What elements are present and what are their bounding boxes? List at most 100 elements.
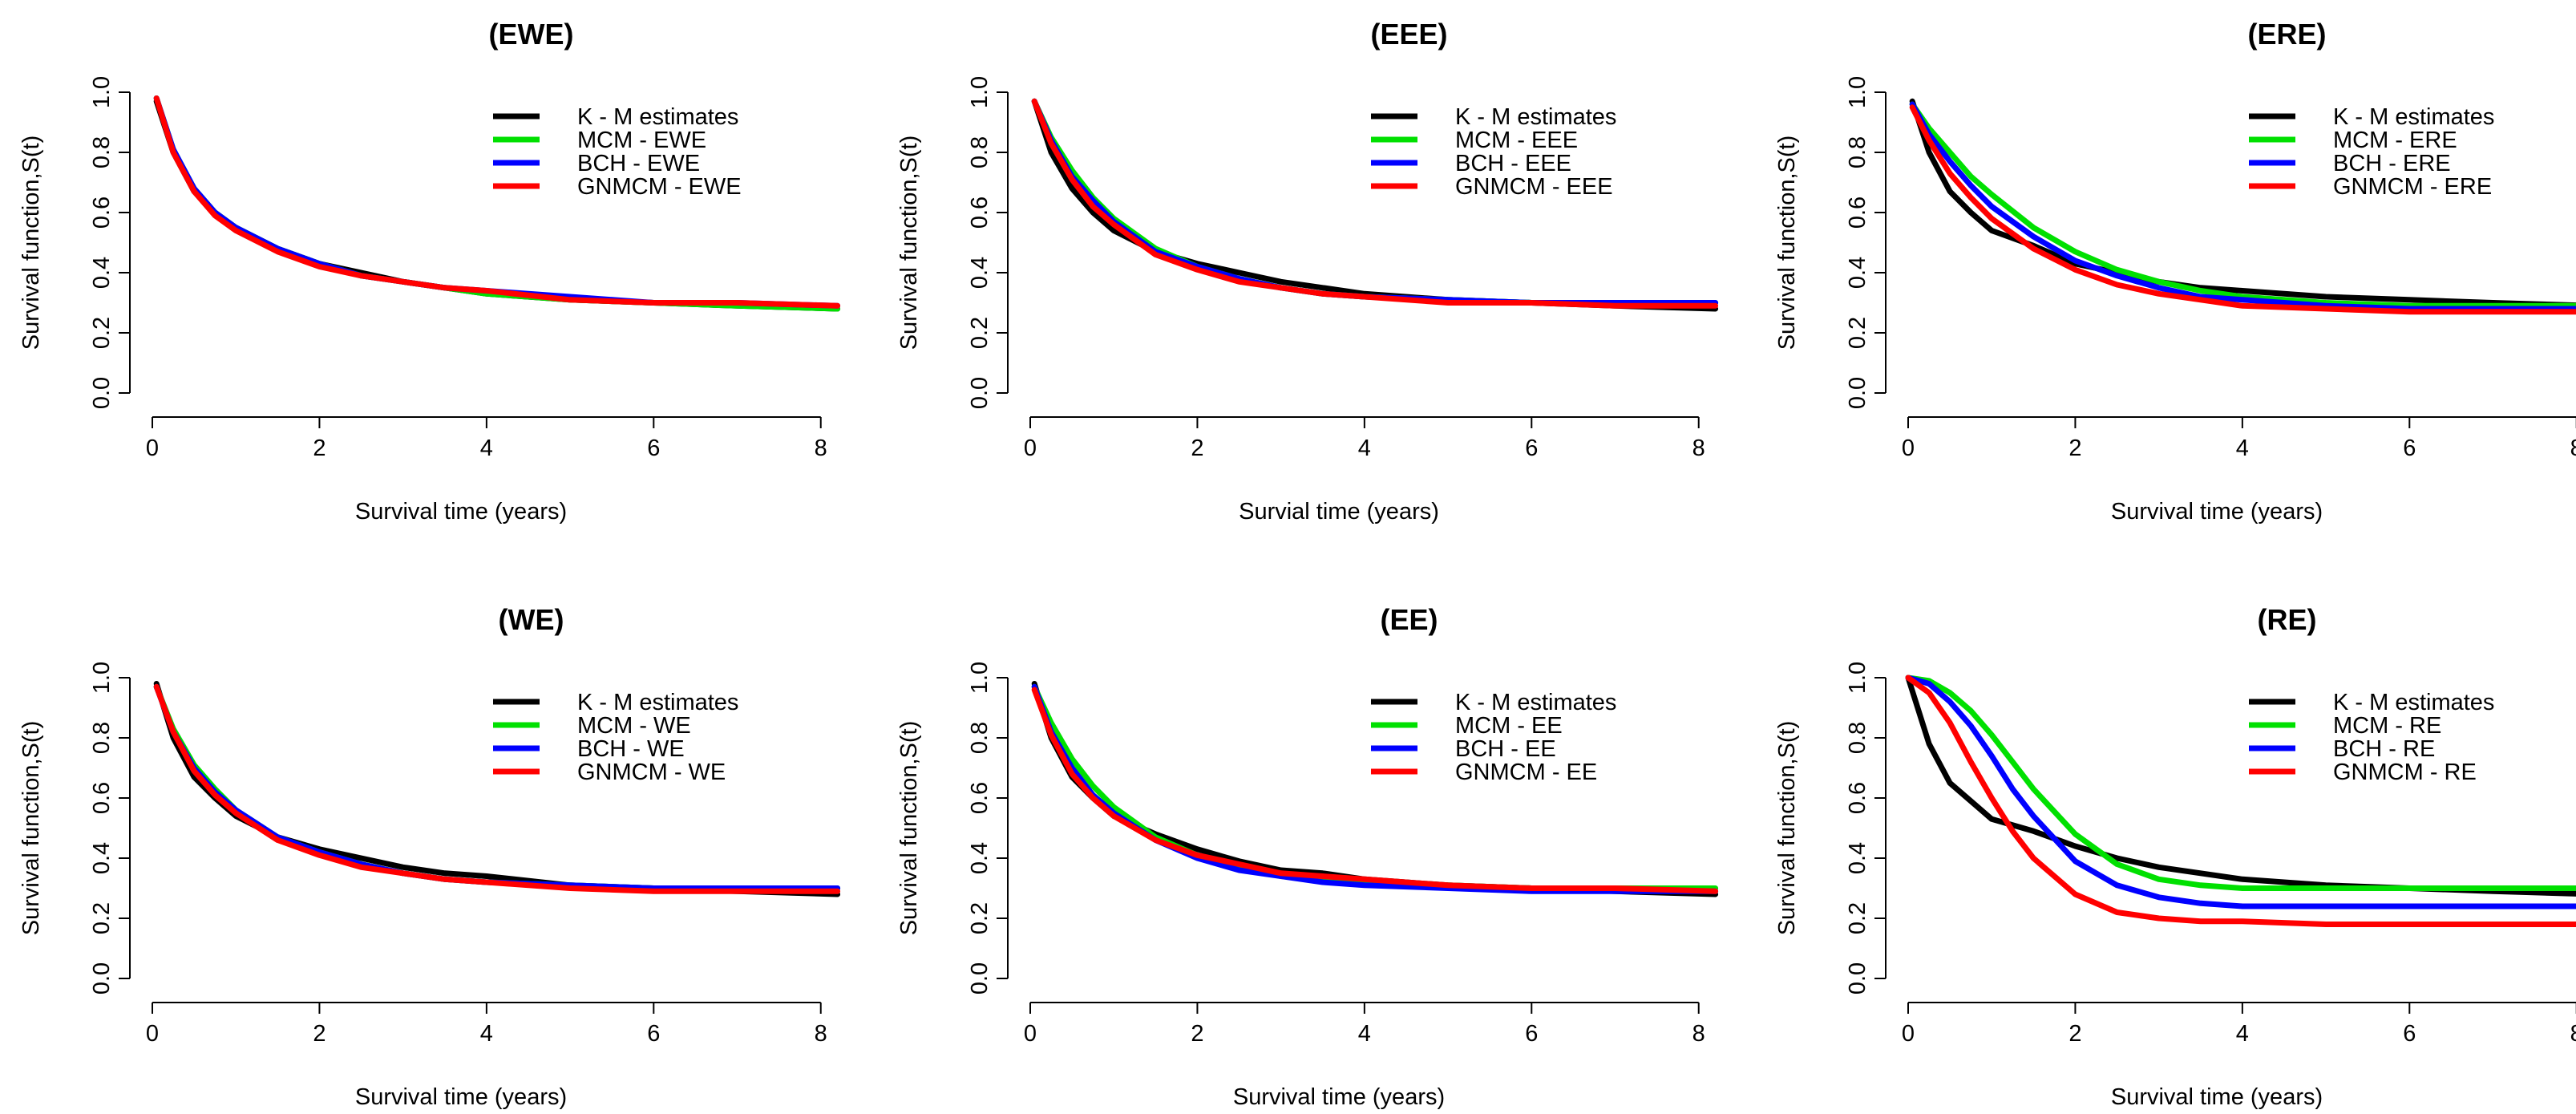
legend-label: K - M estimates	[1455, 104, 1616, 130]
series-line-3	[1909, 104, 2576, 315]
y-tick-label: 0.2	[1845, 317, 1870, 349]
y-tick-label: 0.2	[967, 902, 993, 934]
y-tick-label: 0.0	[1845, 377, 1870, 409]
x-tick-label: 6	[1525, 1021, 1538, 1047]
y-tick-label: 0.8	[89, 722, 115, 754]
y-tick-label: 0.6	[1845, 196, 1870, 229]
y-tick-label: 0.4	[967, 842, 993, 874]
y-tick-label: 0.4	[1845, 842, 1870, 874]
legend-label: K - M estimates	[577, 690, 738, 715]
series-line-0	[1031, 98, 1719, 312]
chart-title: (EEE)	[1370, 18, 1447, 51]
y-tick-label: 0.8	[1845, 722, 1870, 754]
y-tick-label: 0.0	[89, 377, 115, 409]
x-tick-label: 4	[1358, 435, 1371, 461]
legend-label: BCH - EEE	[1455, 151, 1571, 176]
y-tick-label: 0.8	[89, 136, 115, 168]
series-line-3	[1031, 98, 1719, 309]
x-tick-label: 8	[1692, 1021, 1705, 1047]
legend-label: GNMCM - WE	[577, 760, 726, 785]
legend-label: MCM - EEE	[1455, 128, 1578, 153]
y-tick-label: 1.0	[89, 662, 115, 694]
series-line-3	[153, 683, 841, 894]
legend-label: BCH - WE	[577, 736, 685, 762]
chart-title: (EWE)	[489, 18, 574, 51]
chart-panel-3: (WE) 0.0 0.2 0.4 0.6 0.8 1.0 0 2 4 6 8 Survival time…	[18, 603, 841, 1110]
y-tick-label: 1.0	[1845, 76, 1870, 108]
y-tick-label: 0.0	[967, 962, 993, 994]
y-tick-label: 0.2	[89, 902, 115, 934]
x-tick-label: 8	[2570, 435, 2576, 461]
x-tick-label: 2	[313, 1021, 326, 1047]
x-tick-label: 0	[1024, 1021, 1037, 1047]
y-tick-label: 0.6	[967, 782, 993, 814]
series-line-2	[1031, 683, 1719, 894]
x-tick-label: 6	[1525, 435, 1538, 461]
series-line-2	[153, 683, 841, 891]
x-tick-label: 8	[2570, 1021, 2576, 1047]
y-tick-label: 0.2	[967, 317, 993, 349]
legend-label: MCM - WE	[577, 713, 691, 739]
series-line-3	[1031, 687, 1719, 894]
legend-label: BCH - ERE	[2333, 151, 2451, 176]
x-tick-label: 4	[480, 1021, 493, 1047]
series-line-1	[1909, 101, 2576, 309]
chart-panel-5: (RE) 0.0 0.2 0.4 0.6 0.8 1.0 0 2 4 6 8 Survival time…	[1774, 603, 2576, 1110]
series-line-2	[1031, 98, 1719, 306]
legend-label: GNMCM - RE	[2333, 760, 2477, 785]
y-tick-label: 0.8	[967, 136, 993, 168]
y-tick-label: 0.6	[89, 196, 115, 229]
chart-panel-0: (EWE) 0.0 0.2 0.4 0.6 0.8 1.0 0 2 4 6 8 Survival tim…	[18, 18, 841, 525]
x-tick-label: 0	[1024, 435, 1037, 461]
chart-title: (ERE)	[2248, 18, 2327, 51]
legend-label: BCH - EWE	[577, 151, 700, 176]
chart-panel-2: (ERE) 0.0 0.2 0.4 0.6 0.8 1.0 0 2 4 6 8 Survival tim…	[1774, 18, 2576, 525]
x-tick-label: 8	[1692, 435, 1705, 461]
y-tick-label: 0.6	[89, 782, 115, 814]
y-tick-label: 0.8	[967, 722, 993, 754]
x-tick-label: 2	[313, 435, 326, 461]
x-axis-label: Survival time (years)	[2111, 499, 2323, 525]
legend-label: K - M estimates	[577, 104, 738, 130]
x-tick-label: 2	[2068, 1021, 2081, 1047]
legend-label: K - M estimates	[2333, 104, 2494, 130]
y-axis-label: Survival function,S(t)	[18, 136, 44, 350]
series-line-1	[1031, 98, 1719, 306]
legend-label: K - M estimates	[2333, 690, 2494, 715]
x-axis-label: Survival time (years)	[355, 499, 567, 525]
x-axis-label: Survival time (years)	[355, 1084, 567, 1110]
x-axis-label: Survial time (years)	[1239, 499, 1439, 525]
legend-label: GNMCM - EEE	[1455, 174, 1613, 200]
chart-title: (RE)	[2258, 603, 2317, 636]
x-tick-label: 4	[2236, 1021, 2249, 1047]
y-axis-label: Survival function,S(t)	[1774, 136, 1800, 350]
series-line-0	[153, 98, 841, 312]
y-tick-label: 1.0	[89, 76, 115, 108]
x-tick-label: 4	[480, 435, 493, 461]
x-tick-label: 0	[146, 1021, 159, 1047]
series-line-2	[1909, 101, 2576, 312]
legend-label: MCM - RE	[2333, 713, 2441, 739]
y-tick-label: 0.0	[1845, 962, 1870, 994]
x-tick-label: 8	[815, 435, 827, 461]
x-tick-label: 8	[815, 1021, 827, 1047]
chart-panel-1: (EEE) 0.0 0.2 0.4 0.6 0.8 1.0 0 2 4 6 8 Survial time…	[896, 18, 1719, 525]
x-tick-label: 0	[1902, 435, 1915, 461]
x-tick-label: 0	[146, 435, 159, 461]
legend-label: GNMCM - ERE	[2333, 174, 2492, 200]
y-axis-label: Survival function,S(t)	[1774, 721, 1800, 936]
y-tick-label: 0.0	[967, 377, 993, 409]
y-tick-label: 1.0	[1845, 662, 1870, 694]
x-tick-label: 6	[647, 435, 660, 461]
series-line-1	[153, 683, 841, 891]
x-tick-label: 4	[1358, 1021, 1371, 1047]
legend-label: MCM - ERE	[2333, 128, 2457, 153]
chart-panel-4: (EE) 0.0 0.2 0.4 0.6 0.8 1.0 0 2 4 6 8 Survival time…	[896, 603, 1719, 1110]
y-tick-label: 0.4	[89, 257, 115, 289]
y-tick-label: 0.4	[89, 842, 115, 874]
x-tick-label: 0	[1902, 1021, 1915, 1047]
y-tick-label: 1.0	[967, 76, 993, 108]
y-tick-label: 0.2	[1845, 902, 1870, 934]
chart-title: (WE)	[499, 603, 564, 636]
